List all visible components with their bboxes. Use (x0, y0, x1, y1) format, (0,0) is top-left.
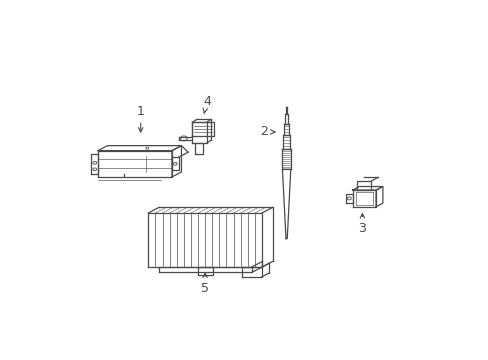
Text: 5: 5 (201, 273, 209, 295)
Text: 3: 3 (358, 213, 366, 235)
Text: 1: 1 (137, 105, 144, 132)
Text: 2: 2 (260, 125, 274, 138)
Text: 4: 4 (203, 95, 210, 113)
